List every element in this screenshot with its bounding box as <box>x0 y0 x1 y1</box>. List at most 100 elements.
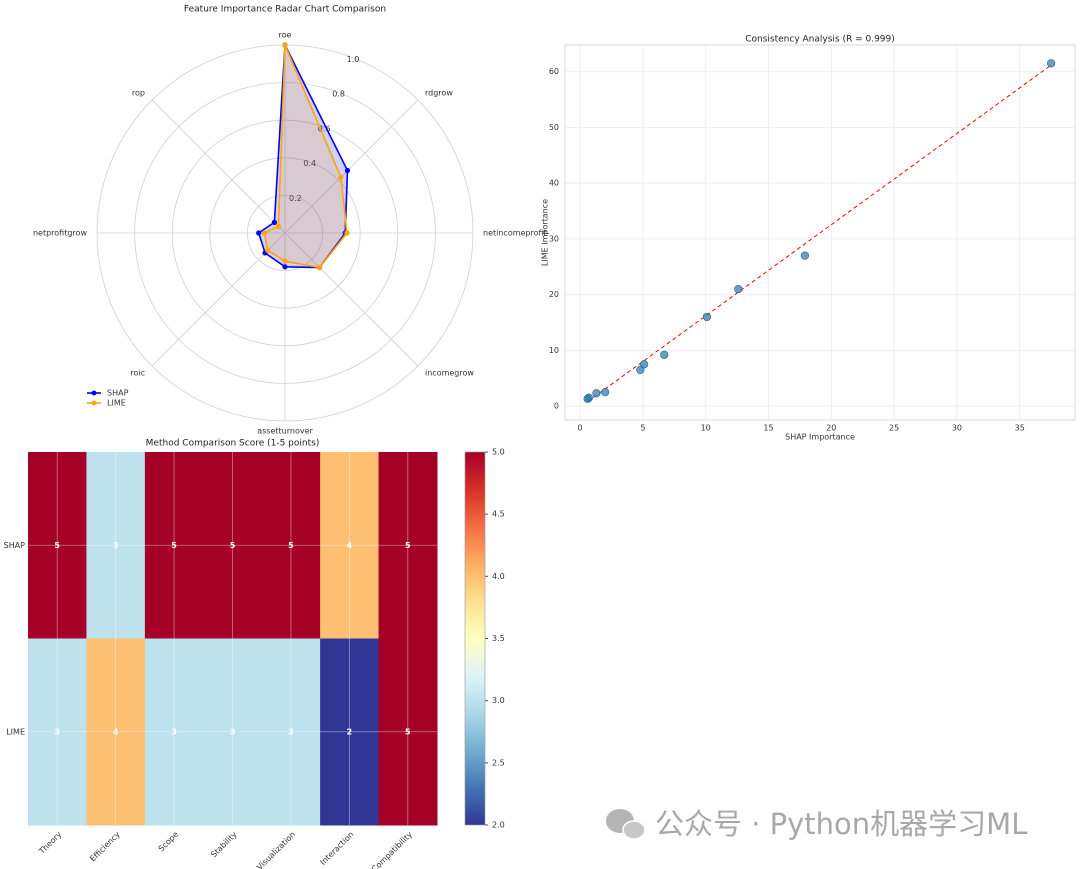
y-tick-label: 10 <box>549 346 559 355</box>
cell-label: 3 <box>113 541 119 550</box>
r-tick-label: 0.2 <box>289 194 302 203</box>
heatmap-cell <box>86 452 146 639</box>
cell-label: 4 <box>347 541 353 550</box>
axis-label: netprofitgrow <box>33 229 87 238</box>
y-tick-label: 0 <box>554 402 559 411</box>
axis-label: assetturnover <box>257 427 313 436</box>
cell-label: 5 <box>288 541 294 550</box>
radar-point <box>271 219 277 225</box>
radar-point <box>344 167 351 174</box>
colorbar-tick-label: 3.5 <box>492 634 505 643</box>
x-tick-label: Compatibility <box>370 830 414 869</box>
scatter-point <box>800 251 810 260</box>
watermark: 公众号 · Python机器学习ML <box>655 807 1027 841</box>
axis-label: roic <box>130 369 145 378</box>
x-tick-label: Visualization <box>255 830 297 869</box>
heatmap-cell <box>28 638 87 826</box>
spoke <box>284 232 419 367</box>
heatmap-cell <box>320 638 380 826</box>
radar-point <box>256 230 262 236</box>
fit-line <box>587 64 1052 403</box>
colorbar-tick-label: 4.5 <box>492 510 505 519</box>
x-tick-label: Scope <box>157 830 181 854</box>
radar-point <box>275 223 281 229</box>
legend-marker <box>91 390 97 396</box>
watermark-icon <box>606 809 646 840</box>
r-tick-label: 0.8 <box>332 90 345 99</box>
axis-label: rop <box>132 88 145 97</box>
scatter-point <box>660 350 669 359</box>
scatter-point <box>640 360 649 369</box>
x-tick-label: 25 <box>889 424 899 433</box>
x-tick-label: Theory <box>37 830 64 857</box>
x-tick-label: Stability <box>209 830 239 860</box>
scatter-point <box>734 284 743 294</box>
axis-label: incomegrow <box>425 369 474 378</box>
x-tick-label: 30 <box>952 424 962 433</box>
cell-label: 5 <box>171 541 177 550</box>
legend-marker <box>91 400 97 406</box>
scatter-point <box>601 388 610 397</box>
scatter-point <box>583 394 592 403</box>
colorbar-tick-label: 5.0 <box>492 448 505 457</box>
cell-label: 5 <box>405 541 411 550</box>
radar-point <box>316 264 323 271</box>
y-tick-label: 20 <box>549 290 559 299</box>
x-axis-label: SHAP Importance <box>785 433 855 442</box>
cell-label: 3 <box>230 727 236 736</box>
y-tick-label: 50 <box>549 123 559 132</box>
y-tick-label: 30 <box>549 234 559 243</box>
cell-label: 5 <box>405 727 411 736</box>
y-tick-label: 40 <box>549 179 559 188</box>
cell-label: 3 <box>171 727 177 736</box>
radar-point <box>261 230 267 236</box>
r-tick-label: 0.6 <box>318 124 331 133</box>
y-tick-label: 60 <box>549 67 559 76</box>
axis-label: netincomeprofit <box>483 229 547 238</box>
cell-label: 3 <box>54 727 60 736</box>
heatmap-cell <box>378 638 438 826</box>
scatter-point <box>1047 59 1056 68</box>
colorbar-tick-label: 2.0 <box>492 821 505 830</box>
scatter-point <box>702 312 712 322</box>
colorbar-tick-label: 3.0 <box>492 696 505 705</box>
heatmap-cell <box>144 638 204 826</box>
x-tick-label: 0 <box>578 424 583 433</box>
y-axis-label: LIME Importance <box>541 199 550 266</box>
scatter-point <box>636 365 645 374</box>
heatmap-cell <box>378 452 438 639</box>
colorbar-tick-label: 2.5 <box>492 758 505 767</box>
x-tick-label: 10 <box>701 424 711 433</box>
r-tick-label: 0.4 <box>303 159 316 168</box>
y-tick-label: SHAP <box>4 541 26 550</box>
heatmap-cell <box>320 452 380 639</box>
radar-point <box>282 264 288 270</box>
cell-label: 3 <box>288 727 294 736</box>
spoke <box>151 232 286 367</box>
heatmap-cell <box>261 452 321 639</box>
r-tick-label: 1.0 <box>347 55 360 64</box>
legend-label: LIME <box>107 399 126 408</box>
colorbar <box>464 451 486 826</box>
scatter-point <box>592 389 601 398</box>
x-tick-label: 20 <box>826 424 836 433</box>
chart-title: Method Comparison Score (1-5 points) <box>146 439 320 449</box>
legend-label: SHAP <box>107 389 129 398</box>
x-tick-label: Interaction <box>318 830 355 867</box>
x-tick-label: 15 <box>763 424 773 433</box>
chart-title: Feature Importance Radar Chart Compariso… <box>184 5 386 15</box>
spoke <box>151 99 286 234</box>
x-tick-label: Efficiency <box>88 830 122 864</box>
radar-point <box>282 42 288 48</box>
heatmap-cell <box>261 638 321 826</box>
heatmap-cell <box>86 638 146 826</box>
x-tick-label: 5 <box>640 424 645 433</box>
spoke <box>284 99 419 234</box>
y-tick-label: LIME <box>6 727 25 736</box>
heatmap-cell <box>144 452 204 639</box>
plot-frame <box>564 44 1076 421</box>
axis-label: roe <box>279 31 292 40</box>
cell-label: 4 <box>113 727 119 736</box>
cell-label: 5 <box>54 541 60 550</box>
x-tick-label: 35 <box>1015 424 1025 433</box>
